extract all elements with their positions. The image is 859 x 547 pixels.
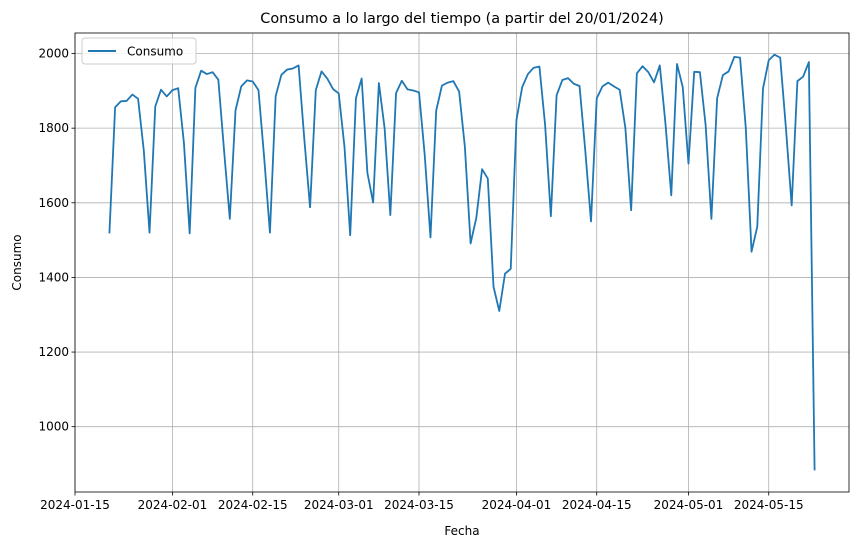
chart-title: Consumo a lo largo del tiempo (a partir … <box>260 11 663 27</box>
x-axis-label: Fecha <box>444 524 479 538</box>
x-tick-label: 2024-03-01 <box>304 498 374 512</box>
x-tick-label: 2024-02-15 <box>218 498 288 512</box>
y-tick-label: 1600 <box>38 196 69 210</box>
x-tick-label: 2024-04-01 <box>482 498 552 512</box>
series-layer <box>108 53 816 471</box>
grid <box>74 33 849 492</box>
x-tick-label: 2024-03-15 <box>384 498 454 512</box>
y-tick-label: 2000 <box>38 47 69 61</box>
legend-label-consumo: Consumo <box>127 45 183 59</box>
y-tick-label: 1200 <box>38 345 69 359</box>
x-tick-label: 2024-04-15 <box>562 498 632 512</box>
legend-box <box>81 37 197 65</box>
plot-frame <box>74 32 850 493</box>
axis-ticks: 2024-01-15 2024-02-01 2024-02-15 2024-03-01… <box>38 47 803 512</box>
y-tick-label: 1000 <box>38 420 69 434</box>
y-tick-label: 1800 <box>38 121 69 135</box>
y-tick-label: 1400 <box>38 270 69 284</box>
y-axis-label: Consumo <box>10 234 24 290</box>
series-line-consumo <box>108 53 816 471</box>
x-tick-label: 2024-05-01 <box>654 498 724 512</box>
x-tick-label: 2024-05-15 <box>734 498 804 512</box>
legend: Consumo <box>81 37 197 65</box>
x-tick-label: 2024-01-15 <box>40 498 110 512</box>
x-tick-label: 2024-02-01 <box>138 498 208 512</box>
